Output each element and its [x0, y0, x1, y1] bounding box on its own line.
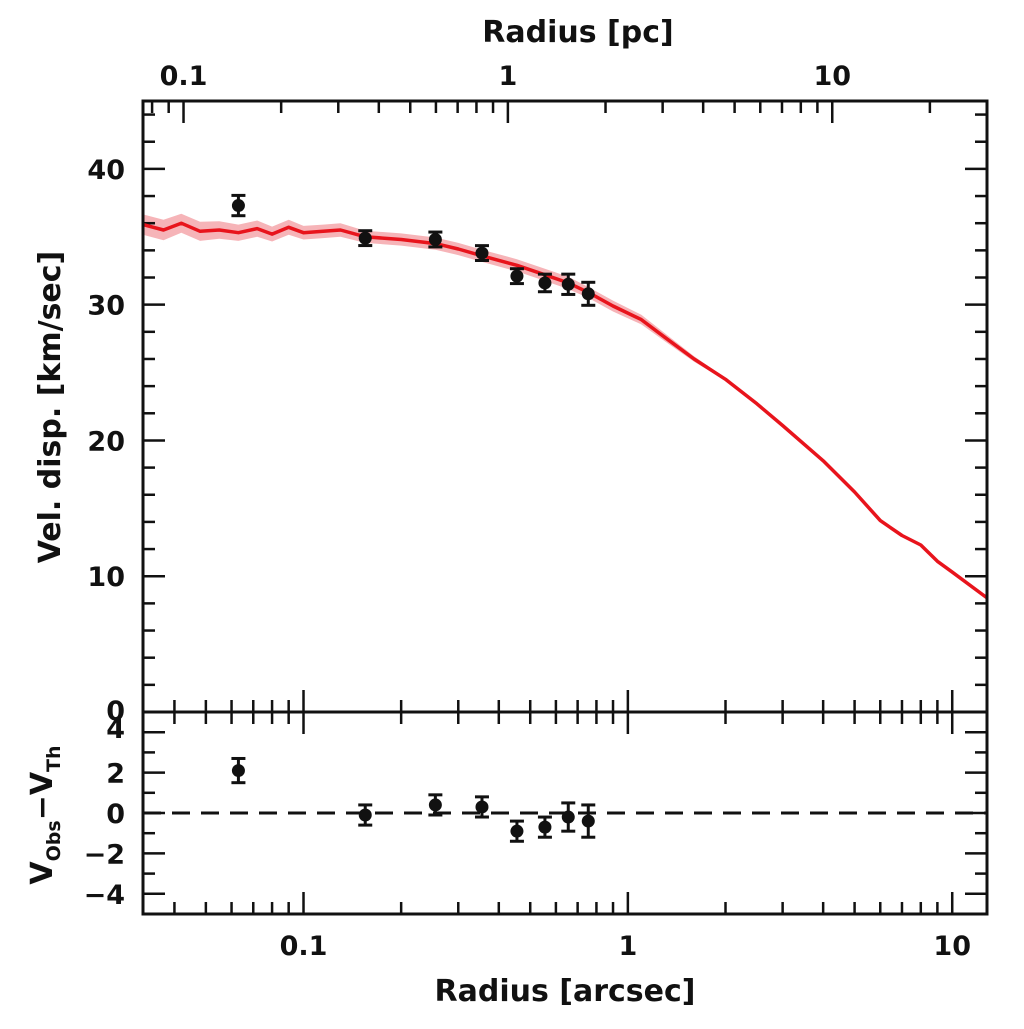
lower-y-title-v1: V [25, 861, 60, 885]
upper-model-band [143, 213, 987, 598]
upper-observed-points [231, 193, 596, 307]
observed-point [358, 231, 372, 245]
lower-y-title-obs: Obs [43, 820, 65, 861]
top-x-tick-label: 1 [498, 61, 517, 92]
upper-y-tick-label: 30 [87, 291, 125, 322]
observed-point [231, 199, 245, 213]
upper-panel-frame [141, 99, 989, 714]
top-x-tick-label: 10 [813, 61, 851, 92]
residual-point [428, 798, 442, 812]
lower-y-tick-label: −4 [84, 880, 125, 911]
upper-y-tick-label: 20 [87, 426, 125, 457]
residual-point [231, 764, 245, 778]
upper-y-tick-label: 40 [87, 155, 125, 186]
lower-y-tick-label: 0 [106, 799, 125, 830]
top-x-tick-label: 0.1 [160, 61, 208, 92]
bottom-x-tick-label: 0.1 [280, 931, 328, 962]
lower-residual-points [231, 756, 596, 843]
observed-point [581, 287, 595, 301]
observed-point [561, 277, 575, 291]
axis-labels: 0 10 20 30 40 −4 −2 0 2 4 0.1 1 10 0.1 1 10 Radius [pc] R… [25, 15, 971, 1009]
bottom-x-tick-label: 1 [618, 931, 637, 962]
observed-point [475, 246, 489, 260]
lower-y-axis-title: VObs−VTh [25, 745, 65, 884]
upper-y-tick-label: 0 [106, 696, 125, 727]
residual-point [510, 824, 524, 838]
observed-point [538, 276, 552, 290]
lower-y-tick-label: −2 [84, 839, 125, 870]
observed-point [428, 232, 442, 246]
lower-y-tick-label: 2 [106, 759, 125, 790]
upper-model-line [142, 221, 989, 600]
residual-point [561, 810, 575, 824]
residual-point [358, 808, 372, 822]
lower-panel-frame [141, 710, 989, 916]
model-line [142, 221, 989, 600]
lower-y-title-th: Th [43, 745, 65, 772]
residual-point [538, 820, 552, 834]
residual-point [581, 814, 595, 828]
lower-ticks [143, 710, 987, 916]
observed-point [510, 269, 524, 283]
lower-y-title-v2: V [25, 771, 60, 795]
lower-y-tick-label: 4 [106, 714, 125, 745]
bottom-x-tick-label: 10 [933, 931, 971, 962]
upper-ticks [143, 101, 989, 714]
upper-y-tick-label: 10 [87, 562, 125, 593]
top-axis-title: Radius [pc] [482, 15, 673, 50]
lower-y-title-minus: − [25, 795, 60, 820]
model-uncertainty-band [143, 213, 987, 598]
residual-point [475, 800, 489, 814]
bottom-axis-title: Radius [arcsec] [435, 974, 696, 1009]
plot-frames [141, 99, 989, 916]
upper-y-axis-title: Vel. disp. [km/sec] [33, 251, 68, 564]
